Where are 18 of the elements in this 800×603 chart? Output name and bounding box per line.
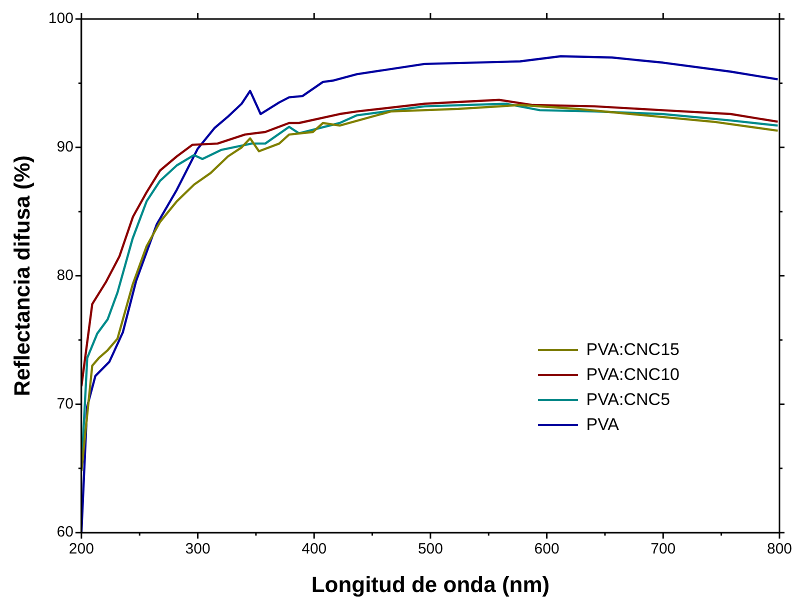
x-tick-label: 200 [68,540,94,558]
legend-label: PVA:CNC5 [586,390,670,410]
y-tick-label: 90 [56,138,74,156]
x-axis-title: Longitud de onda (nm) [311,572,550,597]
y-tick-label: 70 [56,395,74,412]
y-tick-label: 80 [56,266,74,284]
y-tick-label: 60 [56,524,74,541]
y-tick-label: 100 [48,10,74,28]
legend-label: PVA:CNC10 [586,364,680,385]
x-tick-label: 400 [302,540,327,558]
x-tick-label: 300 [185,540,210,558]
x-tick-label: 600 [534,540,560,558]
y-axis-title: Reflectancia difusa (%) [9,155,34,396]
legend-label: PVA [586,414,620,435]
x-tick-label: 800 [766,540,792,558]
x-tick-label: 700 [650,540,676,558]
legend-label: PVA:CNC15 [586,340,680,360]
x-tick-label: 500 [418,540,443,558]
